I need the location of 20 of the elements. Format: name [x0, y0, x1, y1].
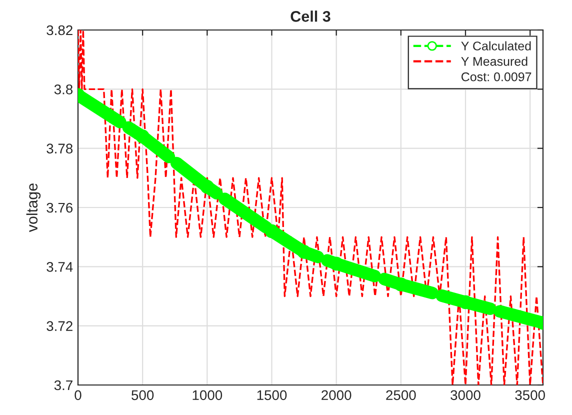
y-tick-label: 3.76 [46, 202, 73, 213]
y-axis-title: voltage [26, 184, 41, 232]
annotation: Cost: 0.0097 [462, 72, 532, 82]
y-tick-label: 3.8 [54, 84, 73, 94]
x-tick-label: 3000 [450, 390, 480, 400]
x-tick-label: 1000 [192, 390, 222, 400]
x-tick-label: 2000 [322, 390, 352, 400]
y-tick-label: 3.72 [46, 321, 72, 332]
y-tick-label: 3.7 [54, 380, 72, 390]
x-tick-label: 2500 [386, 390, 416, 400]
x-tick-label: 0 [74, 390, 82, 400]
x-tick-label: 1500 [257, 390, 287, 400]
x-tick-label: 500 [132, 390, 154, 400]
chart-title: Cell 3 [290, 10, 330, 22]
legend-label: Y Calculated [461, 41, 531, 50]
y-tick-label: 3.82 [46, 25, 72, 36]
legend-label: Y Measured [461, 56, 528, 66]
y-tick-label: 3.78 [46, 144, 73, 154]
x-tick-label: 3500 [515, 390, 545, 400]
y-tick-label: 3.74 [46, 262, 73, 272]
